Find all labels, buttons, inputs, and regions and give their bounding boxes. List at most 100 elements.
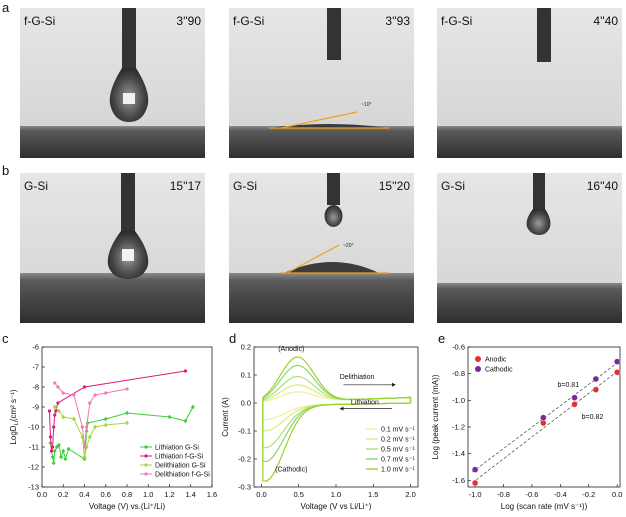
panel-label-e: e	[438, 331, 446, 346]
data-point	[183, 369, 188, 373]
y-tick-label: -6	[32, 343, 39, 352]
photo-time-label: 16''40	[586, 179, 618, 193]
data-point	[471, 466, 479, 473]
panel-label-d: d	[229, 331, 237, 346]
data-point	[54, 444, 59, 450]
data-point	[82, 445, 87, 449]
photo-time-label: 4''40	[593, 14, 618, 28]
x-tick-label: 0.4	[79, 490, 89, 499]
photo-sample-label: G-Si	[441, 179, 465, 193]
series-line	[50, 406, 194, 464]
photo-a1: f-G-Si 3''90	[20, 8, 205, 158]
x-tick-label: 0.0	[612, 490, 622, 499]
legend-label: 1.0 mV s⁻¹	[381, 467, 415, 474]
data-point	[540, 419, 547, 427]
data-point	[48, 435, 53, 439]
photo-sample-label: f-G-Si	[233, 14, 265, 28]
x-tick-label: 1.5	[368, 490, 378, 499]
data-point	[84, 444, 89, 450]
chart-c: 0.0 0.2 0.4 0.6 0.8 1.0 1.2 1.4 1.6 -13 -12 -11 -10 -…	[9, 343, 217, 512]
data-point	[87, 434, 92, 440]
data-point	[613, 358, 621, 365]
data-point	[125, 410, 129, 416]
droplet-photo-a2	[229, 8, 414, 158]
y-tick-label: -1.4	[452, 449, 465, 458]
data-point	[613, 369, 621, 376]
x-tick-label: 0.2	[58, 490, 68, 499]
contact-angle-label: ~20°	[343, 243, 354, 249]
data-point	[183, 418, 188, 424]
data-point	[49, 449, 54, 453]
droplet-photo-b3	[437, 173, 622, 323]
annotation-lithiation: Lithiation	[351, 399, 379, 406]
y-tick-label: 0.2	[241, 343, 251, 352]
data-point	[47, 409, 52, 413]
y-tick-label: -12	[28, 463, 39, 472]
data-point	[80, 434, 85, 440]
x-tick-label: 1.0	[331, 490, 341, 499]
legend-label: 0.7 mV s⁻¹	[381, 457, 415, 464]
y-axis-label: LogDLi(cm² s⁻¹)	[9, 389, 20, 445]
annotation-slope-anodic: b=0.82	[582, 414, 604, 421]
x-tick-label: 0.0	[256, 490, 266, 499]
y-tick-label: -0.3	[238, 483, 251, 492]
legend-label: 0.2 mV s⁻¹	[381, 437, 415, 444]
x-axis-label: Voltage (V) vs.(Li⁺/Li)	[89, 502, 166, 511]
x-tick-label: -0.8	[497, 490, 510, 499]
y-tick-label: -1.2	[452, 423, 465, 432]
data-point	[53, 413, 57, 417]
data-point	[592, 375, 600, 383]
x-tick-label: -0.4	[554, 490, 567, 499]
y-tick-label: -11	[29, 443, 39, 452]
x-tick-label: 2.0	[405, 490, 415, 499]
data-point	[82, 385, 87, 389]
legend-label: Anodic	[485, 357, 507, 364]
x-tick-label: -0.6	[525, 490, 538, 499]
data-point	[52, 425, 56, 429]
y-tick-label: -8	[32, 383, 39, 392]
data-point	[88, 401, 92, 405]
photo-sample-label: G-Si	[233, 179, 257, 193]
x-tick-label: 0.0	[37, 490, 47, 499]
cv-curve	[262, 391, 412, 421]
data-point	[167, 414, 172, 420]
lithiation-arrowhead	[339, 406, 344, 411]
data-point	[61, 448, 66, 454]
y-tick-label: -0.6	[452, 343, 465, 352]
fit-line	[472, 370, 619, 484]
photo-sample-label: f-G-Si	[24, 14, 56, 28]
data-point	[66, 446, 71, 452]
legend-marker	[475, 356, 481, 362]
legend-marker	[144, 472, 148, 476]
x-tick-label: -1.0	[469, 490, 482, 499]
x-tick-label: 1.4	[186, 490, 196, 499]
legend-label: Cathodic	[485, 367, 513, 374]
data-point	[471, 479, 479, 487]
data-point	[85, 425, 89, 429]
data-point	[592, 386, 600, 393]
data-point	[72, 393, 76, 397]
photo-a2: f-G-Si 3''93 ~10°	[229, 8, 414, 158]
x-axis-label: Log (scan rate (mV s⁻¹))	[501, 502, 588, 511]
data-point	[50, 454, 55, 460]
x-tick-label: 1.0	[143, 490, 153, 499]
data-point	[571, 401, 578, 408]
data-point	[571, 394, 578, 401]
panel-label-b: b	[2, 163, 10, 178]
data-point	[103, 416, 108, 422]
droplet-photo-b2	[229, 173, 414, 323]
legend-label: Lithiation f-G-Si	[155, 454, 204, 461]
data-point	[93, 424, 98, 430]
legend-label: 0.1 mV s⁻¹	[381, 427, 415, 434]
y-axis-label: Log (peak current (mA))	[431, 374, 440, 459]
data-point	[51, 445, 55, 449]
data-point	[125, 420, 129, 426]
data-point	[57, 442, 61, 448]
cv-curve	[262, 384, 412, 432]
data-point	[59, 454, 64, 460]
data-point	[61, 391, 65, 395]
annotation-anodic: (Anodic)	[278, 346, 304, 353]
data-point	[80, 425, 84, 429]
data-point	[53, 381, 57, 385]
x-tick-label: 1.6	[207, 490, 217, 499]
